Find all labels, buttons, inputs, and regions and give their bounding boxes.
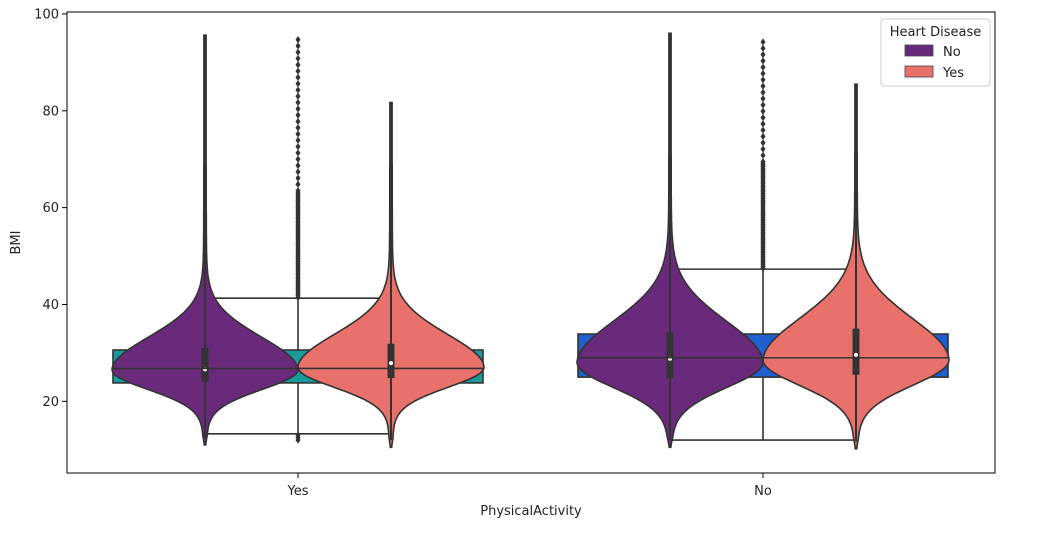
outlier-point bbox=[295, 143, 301, 151]
y-tick-label: 60 bbox=[42, 201, 59, 216]
outlier-point bbox=[760, 44, 766, 52]
outlier-point bbox=[760, 63, 766, 71]
outlier-point bbox=[760, 76, 766, 84]
outlier-point bbox=[295, 86, 301, 94]
outlier-point bbox=[295, 73, 301, 81]
outlier-point bbox=[295, 117, 301, 126]
violin-iqr-bar bbox=[387, 343, 395, 379]
outlier-point bbox=[760, 95, 766, 103]
outlier-point bbox=[760, 126, 766, 134]
outlier-point bbox=[295, 180, 301, 188]
outlier-point bbox=[295, 42, 301, 50]
outlier-point bbox=[295, 98, 301, 107]
outlier-point bbox=[295, 124, 301, 132]
legend-swatch-yes bbox=[904, 65, 934, 78]
outlier-point bbox=[760, 107, 766, 115]
outlier-point bbox=[295, 80, 301, 88]
outlier-point bbox=[295, 67, 301, 75]
outlier-point bbox=[295, 161, 301, 170]
legend: Heart Disease No Yes bbox=[880, 18, 991, 87]
outlier-point bbox=[760, 51, 766, 59]
violin-iqr-bar bbox=[852, 328, 860, 375]
outlier-point bbox=[760, 151, 766, 159]
outlier-point bbox=[295, 174, 301, 182]
outlier-point bbox=[760, 82, 766, 90]
outlier-point bbox=[760, 132, 766, 141]
x-tick-label: Yes bbox=[287, 484, 309, 499]
violin-yes-no bbox=[111, 34, 299, 446]
y-tick-label: 80 bbox=[42, 104, 59, 119]
outlier-point bbox=[760, 69, 766, 78]
outlier-point bbox=[760, 57, 766, 65]
legend-title: Heart Disease bbox=[890, 25, 981, 40]
x-axis: Yes No bbox=[287, 473, 772, 499]
plot-frame bbox=[66, 11, 996, 474]
violin-iqr-bar bbox=[201, 348, 209, 382]
outlier-layer bbox=[295, 36, 766, 444]
y-axis-label: BMI bbox=[9, 231, 24, 255]
outlier-point bbox=[295, 130, 301, 138]
outlier-point bbox=[760, 139, 766, 147]
y-tick-label: 100 bbox=[34, 7, 59, 22]
outliers-yes bbox=[295, 36, 301, 444]
y-tick-label: 20 bbox=[42, 395, 59, 410]
outliers-no bbox=[760, 38, 766, 272]
y-tick-label: 40 bbox=[42, 298, 59, 313]
outlier-point bbox=[760, 101, 766, 109]
violin-yes-yes bbox=[297, 101, 485, 449]
outlier-point bbox=[295, 105, 301, 113]
outlier-point bbox=[295, 111, 301, 119]
violin-iqr-bar bbox=[666, 332, 674, 379]
outlier-point bbox=[295, 36, 301, 44]
outlier-point bbox=[295, 61, 301, 69]
outlier-point bbox=[295, 136, 301, 144]
outlier-point bbox=[295, 431, 301, 439]
outlier-point bbox=[760, 88, 766, 96]
outlier-point bbox=[760, 120, 766, 128]
legend-swatch-no bbox=[904, 44, 934, 57]
outlier-point bbox=[760, 145, 766, 153]
outlier-point bbox=[760, 158, 766, 166]
violin-median-dot bbox=[854, 352, 858, 357]
outlier-point bbox=[295, 92, 301, 100]
outlier-point bbox=[760, 113, 766, 122]
outlier-point bbox=[295, 168, 301, 176]
outlier-point bbox=[295, 155, 301, 163]
y-axis: 20 40 60 80 100 bbox=[34, 7, 67, 410]
violin-no-no bbox=[576, 32, 764, 449]
outlier-point bbox=[295, 54, 301, 63]
outlier-point bbox=[295, 48, 301, 56]
outlier-point bbox=[295, 187, 301, 195]
outlier-point bbox=[295, 149, 301, 157]
legend-label-yes: Yes bbox=[942, 66, 964, 81]
x-axis-label: PhysicalActivity bbox=[480, 504, 582, 519]
violin-layer bbox=[111, 32, 950, 450]
x-tick-label: No bbox=[754, 484, 772, 499]
violin-median-dot bbox=[389, 361, 393, 366]
outlier-point bbox=[760, 38, 766, 46]
legend-label-no: No bbox=[943, 45, 961, 60]
